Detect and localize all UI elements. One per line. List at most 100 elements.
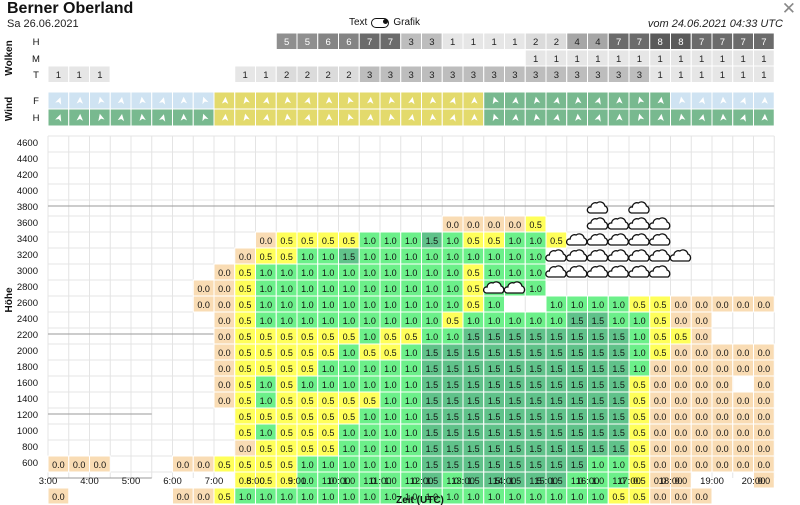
thermal-cell-value: 1.0 xyxy=(571,492,584,502)
thermal-cell-value: 0.0 xyxy=(654,476,667,486)
thermal-cell-value: 1.0 xyxy=(343,284,356,294)
thermal-cell-value: 0.0 xyxy=(94,460,107,470)
thermal-cell-value: 1.0 xyxy=(384,364,397,374)
thermal-cell-value: 1.0 xyxy=(405,268,418,278)
thermal-cell-value: 1.5 xyxy=(529,364,542,374)
x-tick-label: 18:00 xyxy=(659,476,683,487)
cloud-cell xyxy=(358,49,381,67)
view-toggle[interactable]: Text Grafik xyxy=(349,17,420,28)
thermal-cell-value: 0.0 xyxy=(509,220,522,230)
thermal-cell-value: 1.5 xyxy=(529,380,542,390)
x-tick-label: 16:00 xyxy=(576,476,600,487)
thermal-cell-value: 1.5 xyxy=(467,364,480,374)
x-tick-label: 5:00 xyxy=(122,476,141,487)
thermal-cell-value: 0.5 xyxy=(467,268,480,278)
thermal-cell-value: 0.0 xyxy=(467,220,480,230)
cumulus-cloud-icon xyxy=(565,265,588,278)
cumulus-cloud-icon xyxy=(669,249,692,262)
y-tick-label: 2200 xyxy=(17,330,38,341)
cumulus-cloud-icon xyxy=(648,265,671,278)
x-tick-label: 10:00 xyxy=(327,476,351,487)
thermal-cell-value: 1.0 xyxy=(322,316,335,326)
thermal-cell-value: 1.5 xyxy=(529,412,542,422)
toggle-switch[interactable] xyxy=(371,17,390,28)
wind-arrow-icon: ➤ xyxy=(282,95,294,105)
thermal-cell-value: 1.0 xyxy=(529,284,542,294)
thermal-cell-value: 0.0 xyxy=(737,348,750,358)
wind-arrow-icon: ➤ xyxy=(656,96,668,106)
wind-arrow-icon: ➤ xyxy=(489,111,502,122)
thermal-cell-value: 1.0 xyxy=(633,364,646,374)
thermal-cell-value: 1.5 xyxy=(529,348,542,358)
thermal-cell-value: 1.5 xyxy=(571,364,584,374)
thermal-cell-value: 1.0 xyxy=(343,268,356,278)
wind-arrow-icon: ➤ xyxy=(386,95,399,105)
cloud-cell xyxy=(172,49,194,67)
cloud-cell xyxy=(172,32,194,50)
thermal-cell-value: 1.5 xyxy=(426,460,439,470)
thermal-cell-value: 0.5 xyxy=(280,428,293,438)
thermal-cell-value: 0.5 xyxy=(239,268,252,278)
cloud-cell xyxy=(151,32,173,50)
thermal-cell-value: 1.0 xyxy=(384,460,397,470)
thermal-cell-value: 1.0 xyxy=(405,364,418,374)
cumulus-cloud-icon xyxy=(586,249,609,262)
page-title: Berner Oberland xyxy=(7,0,134,17)
wind-arrow-icon: ➤ xyxy=(634,112,647,123)
thermal-cell-value: 1.0 xyxy=(550,316,563,326)
thermal-cell-value: 1.0 xyxy=(426,316,439,326)
close-icon[interactable]: ✕ xyxy=(781,0,796,18)
thermal-cell-value: 0.0 xyxy=(695,396,708,406)
cloud-cell-value: 1 xyxy=(657,70,662,81)
wind-arrow-icon: ➤ xyxy=(531,95,543,105)
cloud-cell xyxy=(68,32,90,50)
cloud-cell xyxy=(192,32,215,50)
cumulus-cloud-icon xyxy=(607,233,629,246)
wind-arrow-icon: ➤ xyxy=(179,113,190,122)
cloud-row-label: T xyxy=(33,70,39,81)
thermal-cell-value: 0.5 xyxy=(633,380,646,390)
thermal-cell-value: 1.5 xyxy=(612,428,625,438)
thermal-cell-value: 0.5 xyxy=(280,396,293,406)
cloud-cell-value: 5 xyxy=(305,37,310,48)
wind-arrow-icon: ➤ xyxy=(365,96,377,105)
cloud-cell-value: 7 xyxy=(367,37,372,48)
thermal-cell-value: 0.5 xyxy=(280,236,293,246)
thermal-cell-value: 1.0 xyxy=(446,332,459,342)
x-tick-label: 14:00 xyxy=(493,476,517,487)
thermal-cell-value: 0.5 xyxy=(633,428,646,438)
cumulus-cloud-icon xyxy=(586,201,609,214)
thermal-cell-value: 1.5 xyxy=(612,396,625,406)
thermal-cell-value: 1.0 xyxy=(384,380,397,390)
thermal-cell-value: 1.0 xyxy=(280,492,293,502)
wind-row-label: F xyxy=(33,96,39,107)
thermal-cell-value: 0.0 xyxy=(218,396,231,406)
thermal-cell-value: 1.0 xyxy=(322,300,335,310)
wind-arrow-icon: ➤ xyxy=(240,95,253,106)
x-axis-label: Zeit (UTC) xyxy=(396,495,444,505)
thermal-cell-value: 0.0 xyxy=(675,460,688,470)
thermal-cell-value: 1.0 xyxy=(488,316,501,326)
wind-arrow-icon: ➤ xyxy=(137,95,149,105)
thermal-cell-value: 0.5 xyxy=(612,492,625,502)
thermal-cell-value: 1.0 xyxy=(363,444,376,454)
thermal-cell-value: 1.0 xyxy=(301,380,314,390)
wind-arrow-icon: ➤ xyxy=(593,95,606,106)
cloud-cell-value: 3 xyxy=(554,70,559,81)
thermal-cell-value: 1.5 xyxy=(592,364,605,374)
thermal-cell-value: 1.0 xyxy=(343,492,356,502)
thermal-cell-value: 1.5 xyxy=(426,396,439,406)
cloud-cell-value: 2 xyxy=(533,37,538,48)
y-tick-label: 2800 xyxy=(17,282,38,293)
thermal-cell-value: 1.5 xyxy=(488,444,501,454)
thermal-cell-value: 0.0 xyxy=(758,348,771,358)
cloud-cell-value: 3 xyxy=(429,37,434,48)
wind-arrow-icon: ➤ xyxy=(552,96,565,106)
cloud-cell xyxy=(172,65,194,83)
cloud-cell-value: 2 xyxy=(284,70,289,81)
cloud-cell xyxy=(255,32,277,50)
thermal-cell-value: 0.5 xyxy=(280,380,293,390)
cloud-cell-value: 6 xyxy=(346,37,351,48)
y-tick-label: 3800 xyxy=(17,202,38,213)
thermal-cell-value: 0.0 xyxy=(695,492,708,502)
